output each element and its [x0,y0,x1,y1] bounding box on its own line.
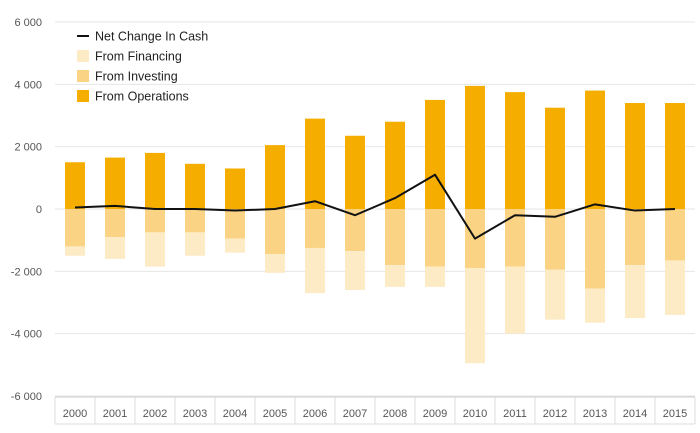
x-tick-label: 2014 [623,408,647,420]
bar-from-financing [145,232,165,267]
legend-swatch-from-financing [77,50,89,62]
legend-swatch-from-operations [77,90,89,102]
x-tick-label: 2009 [423,408,447,420]
y-tick-label: -6 000 [11,391,42,403]
bar-from-financing [585,288,605,323]
bar-from-investing [665,209,685,261]
x-tick-label: 2011 [503,408,527,420]
bar-from-operations [305,118,325,209]
bar-from-financing [345,251,365,291]
bar-from-financing [385,265,405,287]
bar-from-financing [105,237,125,259]
bar-from-investing [425,209,445,267]
x-tick-label: 2008 [383,408,407,420]
bar-from-financing [465,268,485,364]
y-tick-label: -4 000 [11,329,42,341]
x-tick-label: 2000 [63,408,87,420]
bar-from-operations [185,163,205,209]
bar-from-operations [225,168,245,209]
bar-from-operations [385,121,405,209]
bar-from-operations [345,135,365,209]
bar-from-investing [385,209,405,266]
bar-from-operations [65,162,85,209]
x-tick-label: 2012 [543,408,567,420]
x-tick-label: 2015 [663,408,687,420]
bar-from-investing [65,209,85,247]
bar-from-financing [665,260,685,315]
bar-from-financing [265,254,285,273]
x-tick-label: 2005 [263,408,287,420]
x-tick-label: 2001 [103,408,127,420]
x-tick-label: 2003 [183,408,207,420]
legend-swatch-from-investing [77,70,89,82]
bar-from-operations [585,90,605,209]
bar-from-financing [505,266,525,334]
bar-from-investing [505,209,525,267]
bar-from-financing [545,269,565,320]
net-change-line [74,173,676,240]
bar-from-operations [105,157,125,209]
bars [65,85,685,364]
bar-from-financing [185,232,205,256]
x-tick-label: 2010 [463,408,487,420]
bar-from-investing [345,209,365,252]
bar-from-investing [545,209,565,270]
bar-from-financing [305,247,325,294]
bar-from-financing [65,246,85,256]
bar-from-investing [585,209,605,289]
bar-from-investing [625,209,645,266]
bar-from-investing [305,209,325,248]
bar-from-operations [265,145,285,209]
legend: Net Change In Cash From Financing From Inv… [77,30,208,104]
y-tick-label: -2 000 [11,266,42,278]
bar-from-investing [225,209,245,239]
axes: -6 000 -4 000 -2 000 0 2 000 4 000 6 000 2000 20… [11,17,696,425]
y-tick-label: 0 [36,204,42,216]
bar-from-investing [145,209,165,233]
x-tick-label: 2013 [583,408,607,420]
x-tick-label: 2002 [143,408,167,420]
bar-from-operations [465,85,485,209]
bar-from-operations [625,103,645,209]
bar-from-operations [665,103,685,209]
bar-from-financing [225,238,245,253]
y-tick-label: 6 000 [14,17,42,29]
bar-from-investing [185,209,205,233]
bar-from-financing [625,265,645,319]
bar-from-investing [265,209,285,255]
bar-from-financing [425,266,445,287]
y-tick-label: 2 000 [14,142,42,154]
bar-from-operations [505,92,525,209]
bar-from-operations [145,152,165,209]
y-tick-label: 4 000 [14,79,42,91]
legend-label-from-operations: From Operations [95,90,189,104]
x-tick-label: 2004 [223,408,247,420]
bar-from-investing [105,209,125,238]
bar-from-operations [425,99,445,209]
legend-label-from-investing: From Investing [95,70,178,84]
legend-label-from-financing: From Financing [95,50,182,64]
legend-label-net-change-in-cash: Net Change In Cash [95,30,208,44]
x-tick-label: 2007 [343,408,367,420]
bar-from-operations [545,107,565,209]
net-change-line-group [74,173,676,240]
x-tick-label: 2006 [303,408,327,420]
